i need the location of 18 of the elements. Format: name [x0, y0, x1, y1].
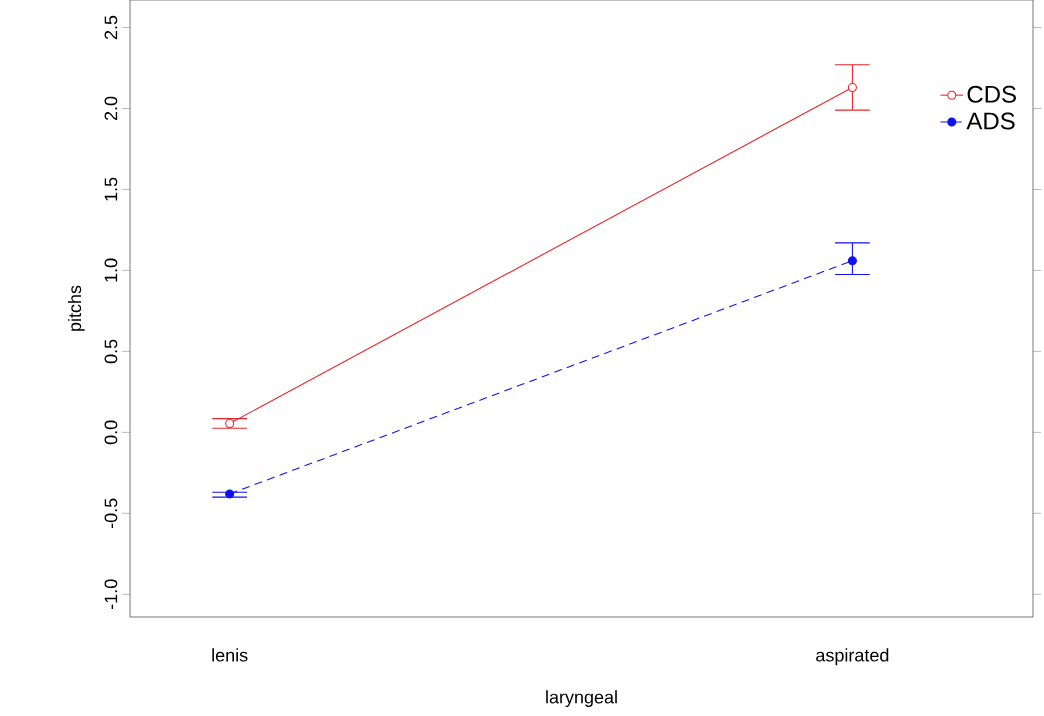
y-tick-label: 0.5: [104, 339, 118, 364]
point: [225, 418, 235, 429]
point: [847, 256, 857, 266]
y-tick-label: 2.0: [104, 96, 118, 121]
y-tick-label: 2.5: [104, 15, 118, 40]
y-tick-label: 1.0: [104, 258, 118, 282]
legend-label: CDS: [967, 85, 1016, 103]
x-tick-label: lenis: [212, 648, 248, 662]
y-tick-label: 1.5: [104, 177, 118, 201]
point: [847, 82, 857, 92]
point: [225, 489, 235, 499]
x-tick-label: aspirated: [816, 648, 889, 666]
y-tick-label: -0.5: [104, 498, 118, 529]
y-axis-title: pitchs: [67, 285, 85, 331]
y-tick-label: -1.0: [104, 579, 118, 610]
legend-label: ADS: [966, 112, 1015, 130]
x-axis-title: laryngeal: [546, 690, 617, 708]
y-tick-label: 0.0: [104, 420, 118, 445]
